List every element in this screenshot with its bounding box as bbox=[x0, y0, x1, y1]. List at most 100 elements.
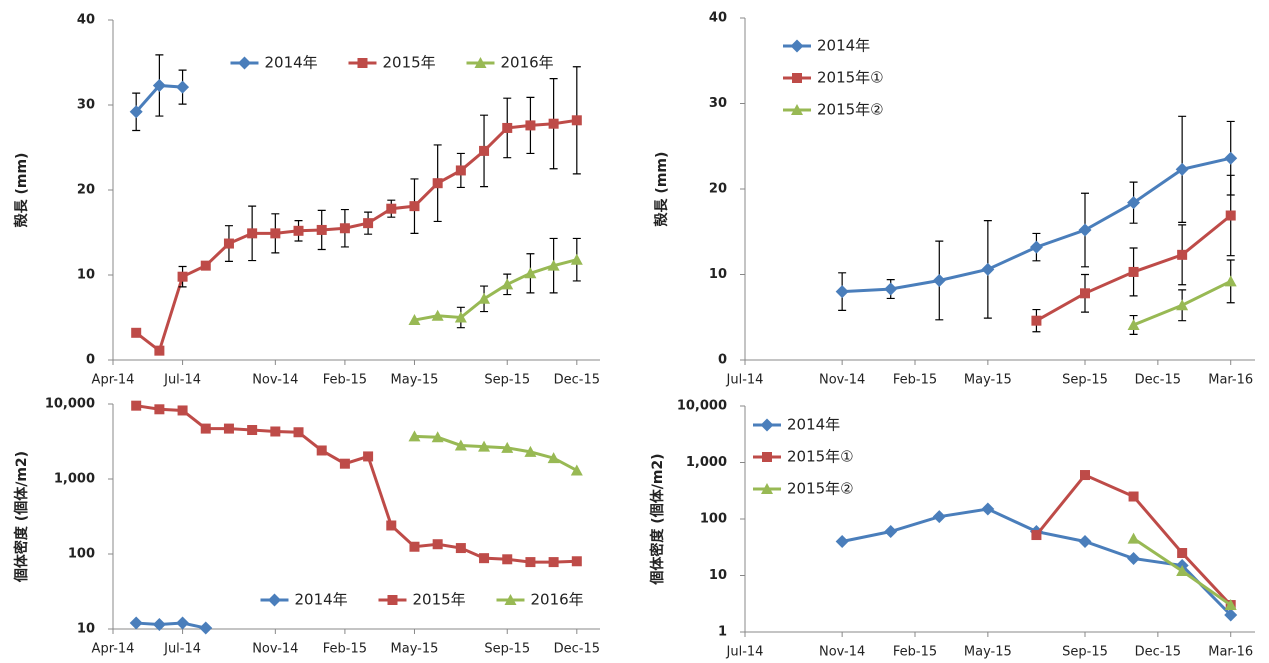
marker bbox=[570, 253, 583, 265]
marker bbox=[199, 621, 213, 635]
marker bbox=[835, 285, 849, 299]
legend-marker bbox=[237, 56, 251, 70]
marker bbox=[884, 282, 898, 296]
marker bbox=[1176, 299, 1189, 311]
y-tick-label: 40 bbox=[77, 13, 95, 28]
legend-label: 2015年 bbox=[412, 591, 465, 609]
legend-label: 2016年 bbox=[500, 54, 553, 72]
y-axis-title: 殻長 (mm) bbox=[653, 152, 670, 227]
marker bbox=[1031, 530, 1042, 541]
marker bbox=[200, 423, 211, 434]
x-tick-label: Feb-15 bbox=[893, 645, 937, 660]
marker bbox=[408, 430, 421, 442]
marker bbox=[501, 278, 514, 290]
marker bbox=[1225, 210, 1236, 221]
x-tick-label: Jul-14 bbox=[726, 373, 764, 388]
marker bbox=[409, 201, 420, 212]
x-tick-label: Jul-14 bbox=[726, 645, 764, 660]
marker bbox=[316, 224, 327, 235]
x-tick-label: Nov-14 bbox=[819, 373, 865, 388]
marker bbox=[270, 426, 281, 437]
x-tick-label: Sep-15 bbox=[484, 642, 530, 657]
x-tick-label: Feb-15 bbox=[323, 373, 367, 388]
marker bbox=[270, 228, 281, 239]
marker bbox=[129, 616, 143, 630]
marker bbox=[547, 452, 560, 464]
marker bbox=[1031, 315, 1042, 326]
marker bbox=[152, 617, 166, 631]
legend-marker bbox=[791, 104, 803, 115]
x-tick-label: Jul-14 bbox=[163, 373, 201, 388]
marker bbox=[1128, 491, 1139, 502]
marker bbox=[479, 145, 490, 156]
x-tick-label: Feb-15 bbox=[893, 373, 937, 388]
y-axis-title: 個体密度 (個体/m2) bbox=[13, 451, 30, 583]
marker bbox=[1175, 162, 1189, 176]
legend-label: 2015年① bbox=[817, 69, 884, 87]
marker bbox=[548, 118, 559, 129]
x-tick-label: Dec-15 bbox=[554, 642, 600, 657]
legend-label: 2015年② bbox=[787, 480, 854, 498]
marker bbox=[177, 405, 188, 416]
legend-label: 2015年 bbox=[382, 54, 435, 72]
y-tick-label: 100 bbox=[700, 512, 727, 527]
marker bbox=[200, 260, 211, 271]
marker bbox=[154, 345, 165, 356]
marker bbox=[293, 427, 304, 438]
x-tick-label: Dec-15 bbox=[1135, 645, 1181, 660]
marker bbox=[1080, 470, 1090, 481]
marker bbox=[432, 539, 443, 550]
y-axis-title: 殻長 (mm) bbox=[13, 153, 30, 228]
marker bbox=[525, 120, 536, 131]
marker bbox=[570, 464, 583, 476]
x-tick-label: May-15 bbox=[391, 642, 439, 657]
legend-label: 2014年 bbox=[294, 591, 347, 609]
marker bbox=[502, 122, 513, 133]
x-tick-label: Sep-15 bbox=[1062, 645, 1108, 660]
legend-marker bbox=[762, 452, 772, 462]
y-tick-label: 30 bbox=[709, 96, 727, 111]
marker bbox=[932, 273, 946, 287]
x-tick-label: Nov-14 bbox=[819, 645, 865, 660]
x-tick-label: Feb-15 bbox=[323, 642, 367, 657]
marker bbox=[339, 223, 350, 234]
series-line bbox=[135, 118, 578, 354]
y-tick-label: 1,000 bbox=[686, 455, 727, 470]
y-tick-label: 20 bbox=[77, 183, 95, 198]
x-tick-label: Dec-15 bbox=[1135, 373, 1181, 388]
marker bbox=[1127, 532, 1140, 544]
x-tick-label: Apr-14 bbox=[92, 373, 135, 388]
marker bbox=[524, 267, 537, 279]
legend-marker bbox=[267, 593, 281, 607]
marker bbox=[1127, 196, 1141, 210]
series-line bbox=[842, 156, 1232, 294]
series-line bbox=[841, 507, 1232, 617]
y-tick-label: 10 bbox=[77, 268, 95, 283]
marker bbox=[981, 502, 995, 516]
marker bbox=[571, 556, 582, 567]
marker bbox=[1177, 548, 1188, 559]
marker bbox=[386, 203, 397, 214]
marker bbox=[409, 541, 420, 552]
marker bbox=[548, 557, 559, 568]
legend-marker bbox=[357, 58, 368, 68]
marker bbox=[455, 543, 466, 554]
marker bbox=[479, 553, 490, 564]
marker bbox=[524, 445, 537, 457]
marker bbox=[1078, 223, 1092, 237]
legend-label: 2014年 bbox=[787, 416, 840, 434]
marker bbox=[1080, 288, 1090, 299]
marker bbox=[176, 616, 190, 630]
legend-label: 2015年① bbox=[787, 448, 854, 466]
marker bbox=[247, 228, 258, 239]
marker bbox=[501, 441, 514, 453]
x-tick-label: Nov-14 bbox=[252, 373, 298, 388]
x-tick-label: May-15 bbox=[964, 373, 1012, 388]
legend-marker bbox=[761, 483, 773, 494]
legend-label: 2014年 bbox=[264, 54, 317, 72]
y-tick-label: 1,000 bbox=[54, 472, 95, 487]
marker bbox=[1224, 151, 1238, 165]
y-axis-title: 個体密度 (個体/m2) bbox=[649, 453, 666, 585]
y-tick-label: 0 bbox=[86, 353, 95, 368]
